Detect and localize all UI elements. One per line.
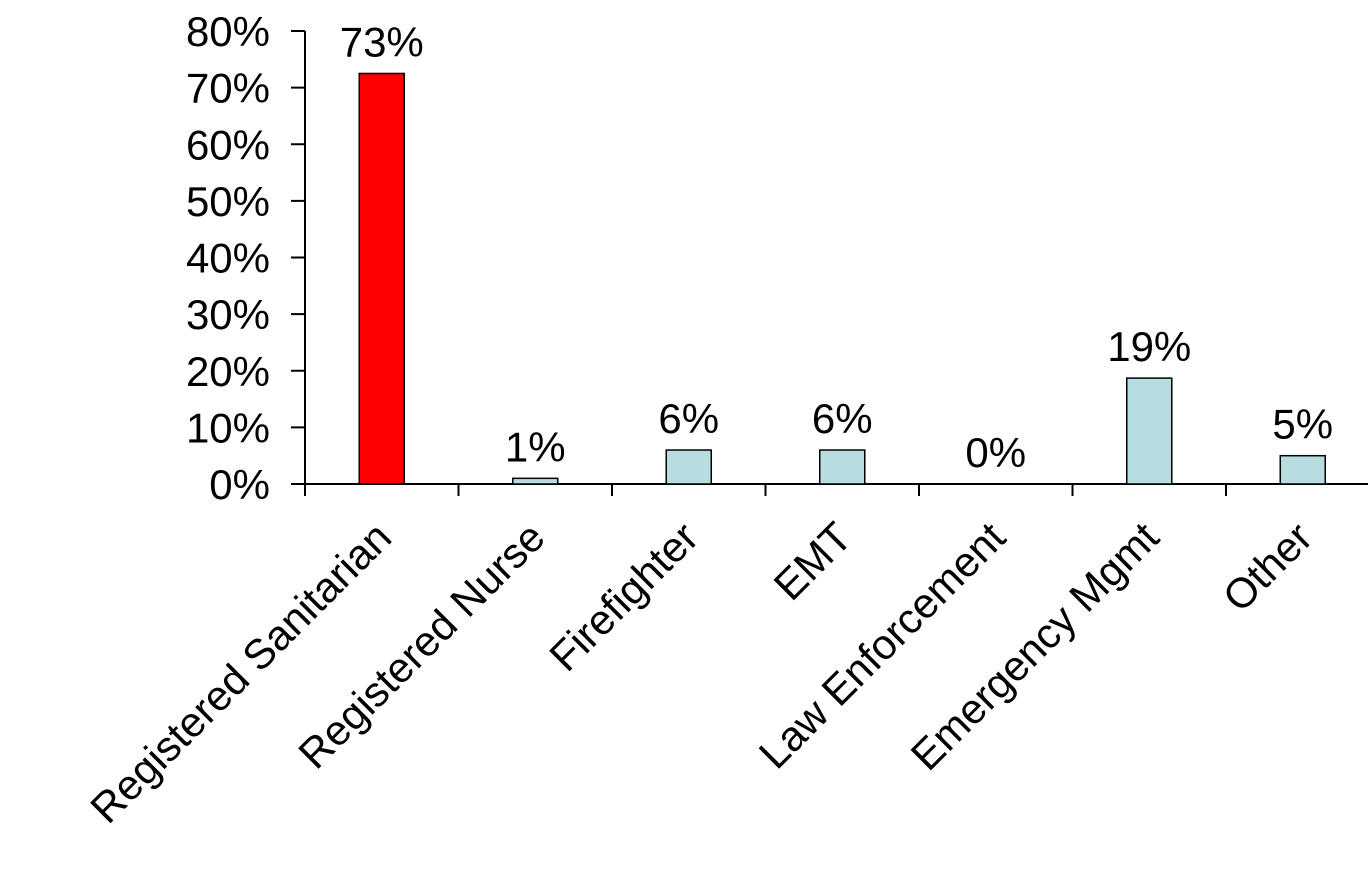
bar-value-label: 19% [1107,323,1191,370]
chart-bars [358,72,1326,485]
y-tick-label: 60% [186,121,270,168]
bar [665,449,712,485]
category-label: Other [1214,513,1322,621]
bar [358,72,405,485]
bar [819,449,866,485]
bar [512,477,559,485]
y-tick-label: 40% [186,235,270,282]
y-tick-label: 50% [186,178,270,225]
bar-value-label: 0% [965,429,1026,476]
y-tick-label: 20% [186,348,270,395]
y-tick-label: 30% [186,291,270,338]
y-tick-label: 80% [186,8,270,55]
category-label: EMT [765,513,861,609]
bar [1279,454,1326,485]
bar-value-label: 6% [812,395,873,442]
y-tick-label: 10% [186,404,270,451]
category-label: Firefighter [540,513,707,680]
bar-value-label: 6% [658,395,719,442]
y-tick-label: 70% [186,65,270,112]
bar-value-label: 73% [340,18,424,65]
chart-axes: 0% 10% 20% 30% 40% 50% 60% 70% 80% [186,8,1368,508]
bar [1126,377,1173,485]
y-tick-label: 0% [209,461,270,508]
bar-value-label: 1% [505,423,566,470]
bar-value-label: 5% [1272,401,1333,448]
category-label: Registered Sanitarian [81,513,400,832]
